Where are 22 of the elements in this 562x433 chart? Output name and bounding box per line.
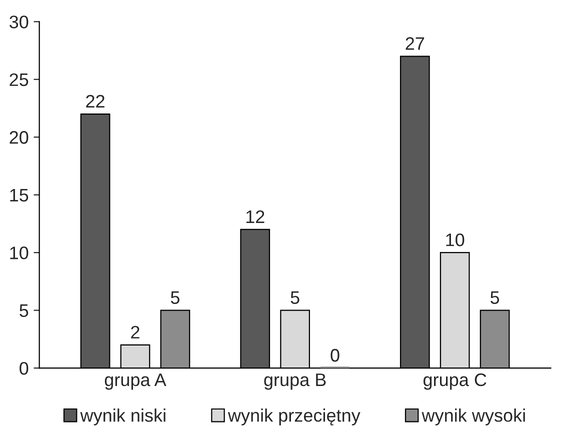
- y-tick-label: 0: [20, 362, 28, 375]
- x-tick-label: grupa A: [104, 374, 166, 390]
- data-label: 5: [170, 291, 180, 304]
- x-tick-label: grupa B: [264, 374, 326, 390]
- legend-label: wynik przeciętny: [228, 408, 360, 426]
- y-tick-label: 10: [10, 246, 28, 260]
- legend-label: wynik niski: [80, 408, 166, 426]
- y-tick-label: 15: [10, 188, 28, 202]
- data-label: 12: [246, 210, 264, 223]
- data-label: 2: [131, 326, 140, 338]
- data-label: 22: [86, 94, 104, 108]
- y-tick-label: 5: [20, 304, 28, 318]
- data-label: 5: [490, 291, 500, 304]
- data-label: 10: [446, 233, 464, 246]
- y-tick-label: 20: [10, 131, 28, 144]
- legend-label: wynik wysoki: [422, 408, 525, 426]
- y-tick-label: 25: [10, 73, 28, 86]
- data-label: 0: [330, 348, 340, 362]
- y-tick-label: 30: [10, 16, 28, 28]
- data-label: 27: [406, 37, 424, 50]
- x-tick-label: grupa C: [424, 373, 486, 390]
- data-label: 5: [290, 291, 300, 304]
